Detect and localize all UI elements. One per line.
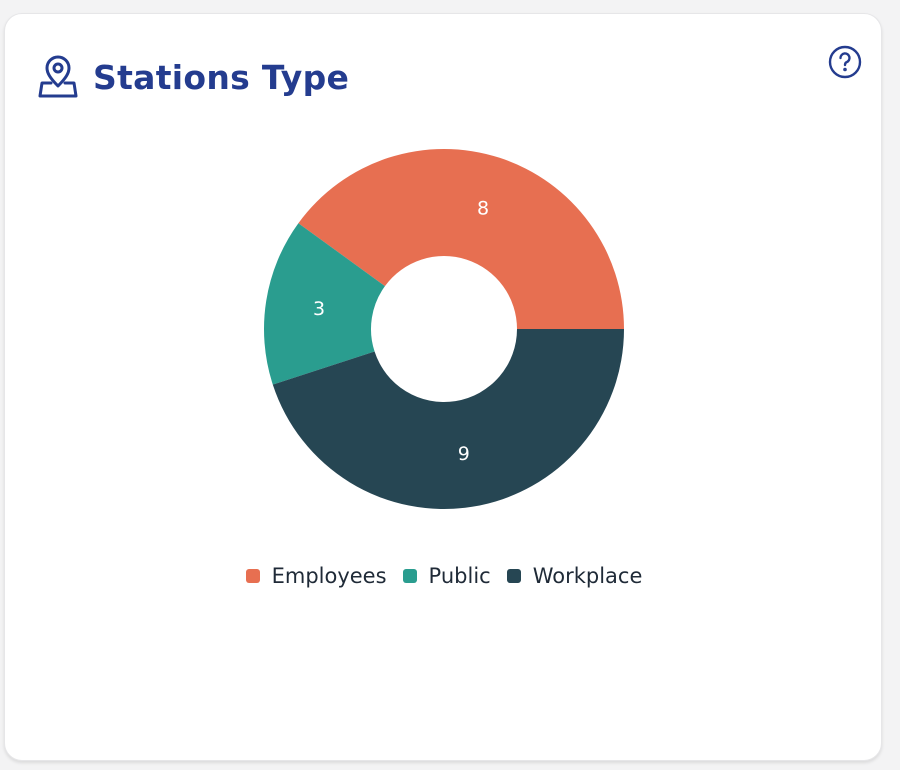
help-circle-icon [827,45,863,84]
donut-slice-employees[interactable] [298,149,624,329]
donut-slice-workplace[interactable] [272,329,624,510]
data-label-workplace: 9 [458,443,470,465]
help-button[interactable] [827,44,863,80]
donut-chart-svg: 8 3 9 [264,149,624,510]
legend-label: Employees [271,564,387,588]
legend-item-employees[interactable]: Employees [245,564,387,588]
stations-type-card: Stations Type 8 3 9 Employees Public Workpla… [4,13,882,761]
data-label-public: 3 [313,298,325,320]
legend-swatch [402,569,417,583]
map-pin-icon [37,55,79,99]
donut-slice-public[interactable] [264,223,385,385]
data-label-employees: 8 [477,198,489,220]
legend-label: Workplace [532,564,643,588]
card-header: Stations Type [37,50,349,104]
legend-item-public[interactable]: Public [402,564,491,588]
chart-legend: Employees Public Workplace [5,564,883,588]
legend-swatch [245,569,260,583]
legend-label: Public [428,564,491,588]
legend-swatch [506,569,521,583]
donut-chart: 8 3 9 [5,14,883,762]
card-title: Stations Type [93,57,350,97]
legend-item-workplace[interactable]: Workplace [506,564,643,588]
